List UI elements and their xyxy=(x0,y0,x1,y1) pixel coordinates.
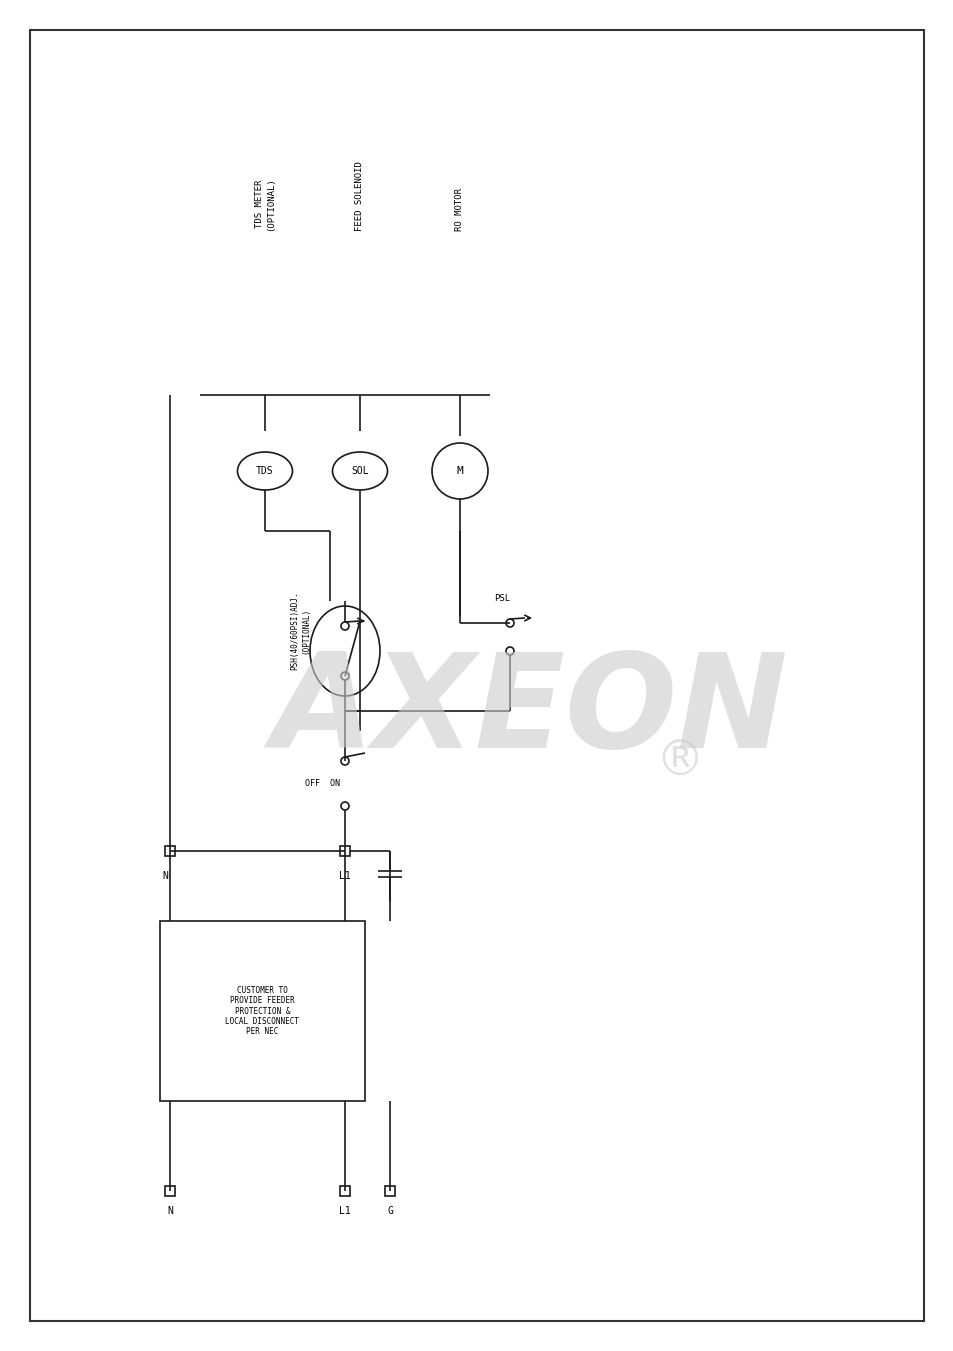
Text: N: N xyxy=(167,1206,172,1216)
Text: OFF  ON: OFF ON xyxy=(305,780,339,788)
Text: N: N xyxy=(162,871,168,881)
Text: L1: L1 xyxy=(338,1206,351,1216)
Text: TDS METER
(OPTIONAL): TDS METER (OPTIONAL) xyxy=(255,177,274,231)
FancyBboxPatch shape xyxy=(339,846,350,857)
Text: TDS: TDS xyxy=(256,466,274,476)
Text: M: M xyxy=(456,466,463,476)
FancyBboxPatch shape xyxy=(165,1186,174,1196)
Text: PSL: PSL xyxy=(494,594,510,603)
FancyBboxPatch shape xyxy=(165,846,174,857)
Text: ®: ® xyxy=(655,738,703,785)
FancyBboxPatch shape xyxy=(160,921,365,1101)
Text: L1: L1 xyxy=(338,871,351,881)
Text: RO MOTOR: RO MOTOR xyxy=(455,188,464,231)
FancyBboxPatch shape xyxy=(339,1186,350,1196)
Text: FEED SOLENOID: FEED SOLENOID xyxy=(355,161,364,231)
Text: CUSTOMER TO
PROVIDE FEEDER
PROTECTION &
LOCAL DISCONNECT
PER NEC: CUSTOMER TO PROVIDE FEEDER PROTECTION & … xyxy=(225,986,299,1036)
Text: G: G xyxy=(387,1206,393,1216)
Text: AXEON: AXEON xyxy=(272,647,787,774)
Text: PSH(40/60PSI)ADJ.
(OPTIONAL): PSH(40/60PSI)ADJ. (OPTIONAL) xyxy=(291,592,310,670)
FancyBboxPatch shape xyxy=(385,1186,395,1196)
FancyBboxPatch shape xyxy=(30,30,923,1321)
Text: SOL: SOL xyxy=(351,466,369,476)
